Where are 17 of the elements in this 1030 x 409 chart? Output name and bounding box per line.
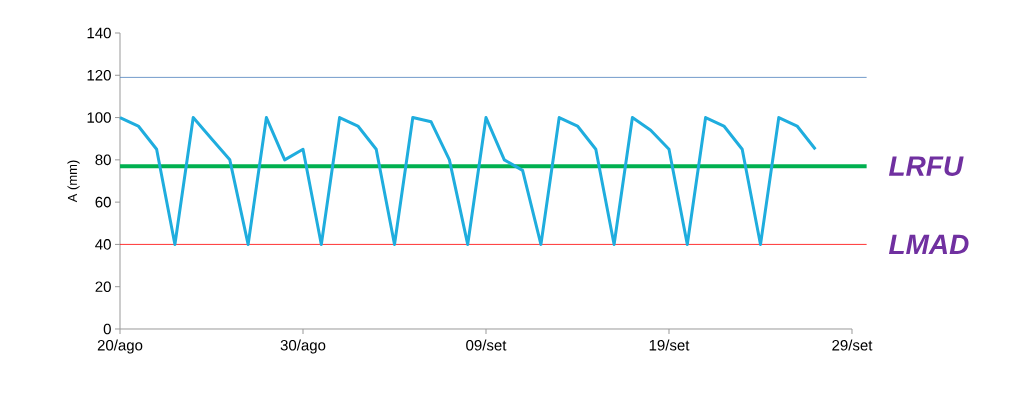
y-tick-label: 120: [87, 69, 111, 81]
x-tick-label: 29/set: [832, 339, 873, 351]
x-tick-label: 20/ago: [97, 339, 143, 354]
ref-line-label: LMAD: [888, 234, 969, 255]
y-tick-label: 100: [87, 112, 111, 123]
y-tick-label: 60: [95, 196, 111, 208]
ref-line-label: LRFU: [888, 156, 964, 176]
x-tick-label: 19/set: [649, 339, 690, 351]
y-axis-title: A (mm): [67, 160, 80, 203]
y-tick-label: 140: [87, 27, 111, 39]
x-tick-label: 30/ago: [280, 339, 326, 354]
y-tick-label: 20: [95, 281, 111, 293]
y-tick-label: 40: [95, 239, 111, 250]
line-series: [118, 116, 817, 246]
x-tick-label: 09/set: [466, 339, 507, 351]
y-tick-label: 0: [103, 323, 111, 335]
y-tick-label: 80: [95, 154, 111, 166]
